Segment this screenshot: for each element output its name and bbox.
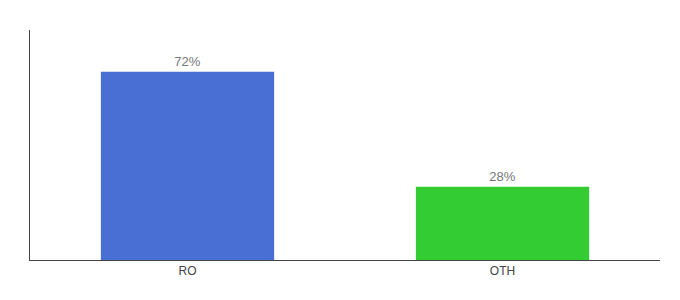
svg-text:28%: 28% xyxy=(489,169,515,184)
svg-text:72%: 72% xyxy=(174,54,200,69)
svg-text:OTH: OTH xyxy=(490,264,515,278)
svg-text:RO: RO xyxy=(179,264,197,278)
